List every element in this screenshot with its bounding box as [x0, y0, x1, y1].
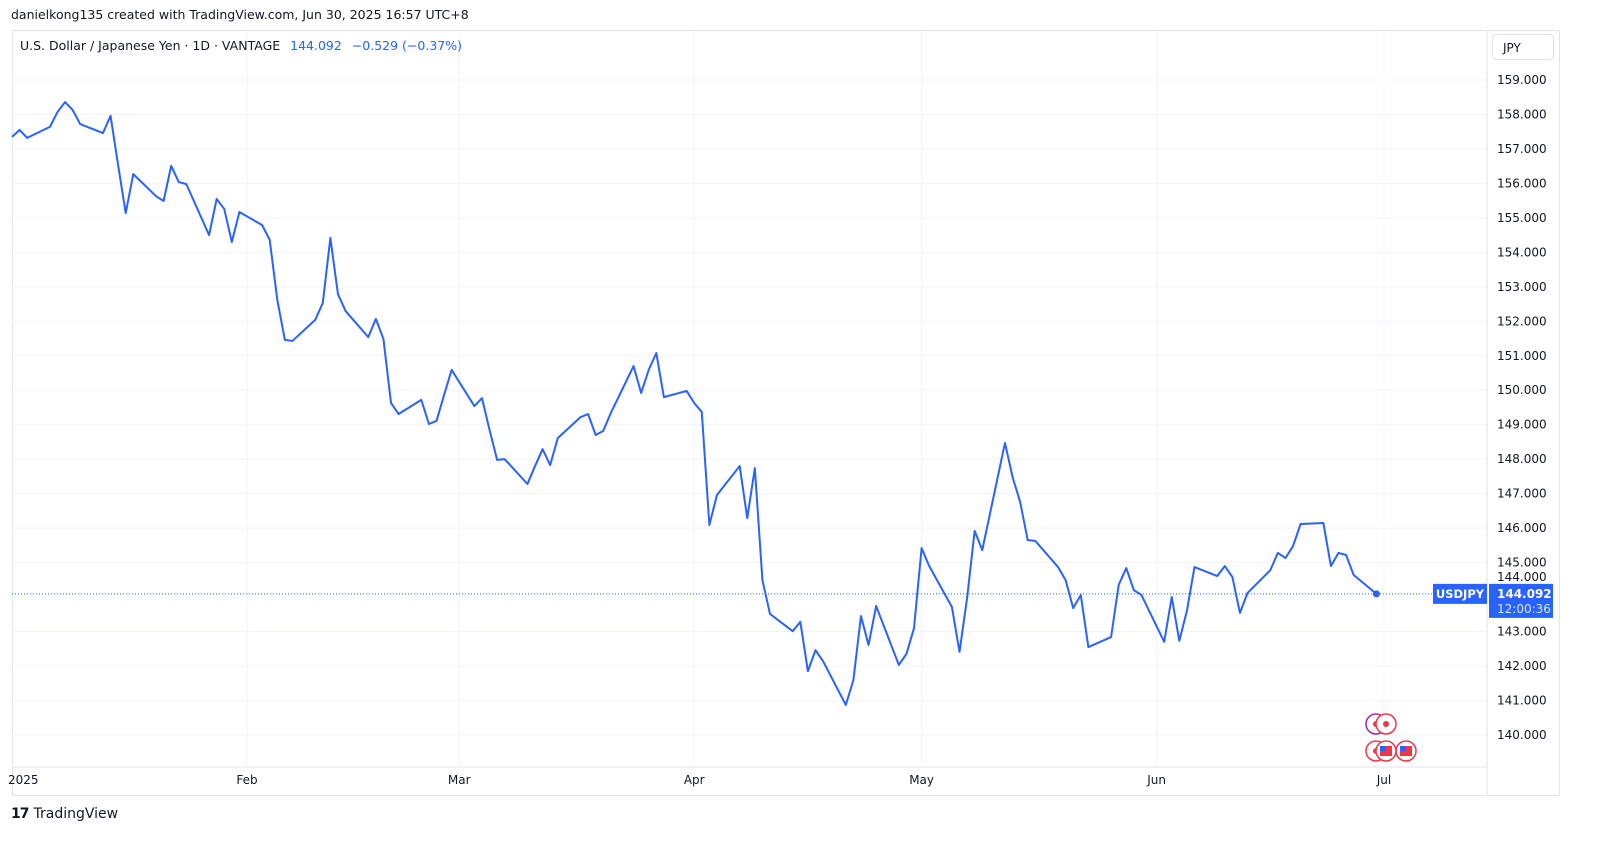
x-tick-label: Apr — [684, 773, 705, 787]
y-tick-label: 153.000 — [1497, 280, 1547, 294]
price-tag-value: 144.092 — [1497, 587, 1552, 601]
y-tick-label: 151.000 — [1497, 349, 1547, 363]
x-tick-label: Jul — [1376, 773, 1391, 787]
y-tick-label: 145.000 — [1497, 556, 1547, 570]
x-tick-label: Jun — [1146, 773, 1166, 787]
tradingview-logo-icon: 17 — [11, 806, 30, 822]
currency-button[interactable]: JPY — [1492, 34, 1554, 60]
y-tick-label: 157.000 — [1497, 142, 1547, 156]
y-tick-label: 147.000 — [1497, 487, 1547, 501]
symbol-tag — [1433, 583, 1487, 604]
y-tick-label: 158.000 — [1497, 107, 1547, 121]
bar-countdown: 12:00:36 — [1497, 602, 1551, 616]
last-price: 144.092 — [290, 38, 342, 53]
y-tick-label: 149.000 — [1497, 418, 1547, 432]
symbol-description[interactable]: U.S. Dollar / Japanese Yen · 1D · VANTAG… — [20, 38, 281, 53]
price-change: −0.529 (−0.37%) — [351, 38, 462, 53]
y-tick-label: 142.000 — [1497, 659, 1547, 673]
x-tick-label: Mar — [448, 773, 471, 787]
last-point-marker — [1372, 590, 1380, 598]
brand-name: TradingView — [33, 806, 119, 822]
x-tick-label: May — [909, 773, 934, 787]
y-tick-label: 148.000 — [1497, 452, 1547, 466]
x-tick-label: Feb — [236, 773, 257, 787]
y-tick-label: 143.000 — [1497, 625, 1547, 639]
us-flag-event-icon[interactable] — [1395, 740, 1417, 762]
y-tick-label: 154.000 — [1497, 245, 1547, 259]
economic-event-icon[interactable] — [1375, 713, 1397, 735]
tradingview-logo[interactable]: 17 TradingView — [11, 806, 118, 822]
y-tick-label: 156.000 — [1497, 176, 1547, 190]
y-tick-label: 152.000 — [1497, 314, 1547, 328]
chart-credit: danielkong135 created with TradingView.c… — [11, 7, 469, 22]
y-tick-label: 146.000 — [1497, 521, 1547, 535]
symbol-tag-text: USDJPY — [1436, 587, 1485, 601]
symbol-legend: U.S. Dollar / Japanese Yen · 1D · VANTAG… — [20, 38, 462, 53]
y-tick-label: 144.000 — [1497, 570, 1547, 584]
price-tag — [1489, 583, 1553, 618]
y-tick-label: 141.000 — [1497, 693, 1547, 707]
y-tick-label: 155.000 — [1497, 211, 1547, 225]
y-tick-label: 140.000 — [1497, 728, 1547, 742]
y-tick-label: 159.000 — [1497, 73, 1547, 87]
us-flag-event-icon[interactable] — [1375, 740, 1397, 762]
x-tick-label: 2025 — [8, 773, 39, 787]
y-tick-label: 150.000 — [1497, 383, 1547, 397]
